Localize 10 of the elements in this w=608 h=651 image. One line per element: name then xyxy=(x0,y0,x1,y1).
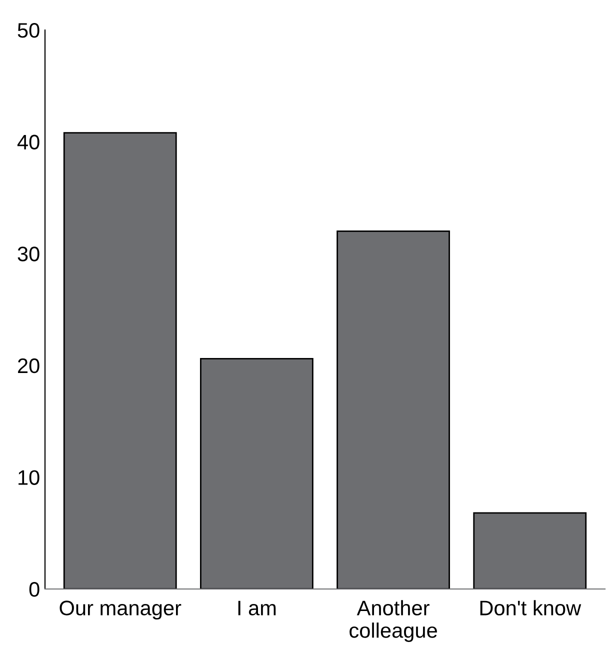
x-tick-label: Don't know xyxy=(480,600,582,616)
y-tick-label: 20 xyxy=(18,358,40,374)
y-tick-label: 30 xyxy=(18,246,40,262)
x-tick-label: Our manager xyxy=(60,600,182,620)
y-tick-label: 0 xyxy=(29,582,40,597)
x-tick-label: I am xyxy=(238,600,276,616)
x-tick-label: Another colleague xyxy=(350,600,437,642)
y-tick-label: 10 xyxy=(18,470,40,485)
y-tick-label: 50 xyxy=(18,23,40,38)
y-tick-label: 40 xyxy=(17,134,40,150)
